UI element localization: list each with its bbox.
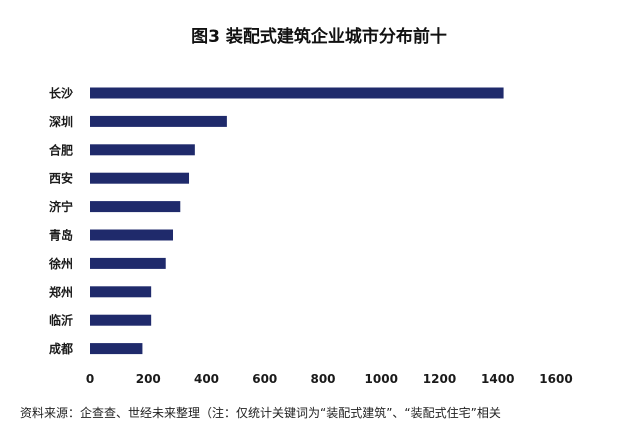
bar-4 — [90, 201, 181, 213]
category-label: 成都 — [49, 341, 73, 356]
bars-layer — [90, 87, 504, 355]
bar-1 — [90, 115, 227, 127]
category-label: 临沂 — [49, 313, 73, 328]
bar-6 — [90, 257, 166, 269]
x-tick-label: 600 — [252, 372, 277, 386]
x-tick-label: 1600 — [539, 372, 572, 386]
x-tick-label: 1400 — [481, 372, 514, 386]
category-label: 长沙 — [49, 86, 73, 101]
bar-7 — [90, 286, 152, 298]
x-tick-label: 1000 — [365, 372, 398, 386]
category-label: 徐州 — [48, 256, 73, 271]
chart-title: 图3 装配式建筑企业城市分布前十 — [191, 27, 447, 47]
category-label: 合肥 — [49, 142, 73, 157]
bar-0 — [90, 87, 504, 99]
category-label: 济宁 — [49, 199, 73, 214]
category-label: 郑州 — [49, 284, 73, 299]
category-label: 深圳 — [49, 114, 73, 129]
bar-3 — [90, 172, 190, 184]
x-tick-label: 800 — [310, 372, 335, 386]
category-label: 青岛 — [49, 228, 73, 243]
source-note: 资料来源：企查查、世经未来整理（注：仅统计关键词为“装配式建筑”、“装配式住宅”… — [20, 406, 501, 420]
category-label: 西安 — [49, 171, 73, 186]
bar-2 — [90, 144, 195, 156]
x-tick-label: 0 — [86, 372, 94, 386]
x-tick-labels: 0 200 400 600 800 1000 1200 1400 1600 — [86, 372, 573, 386]
bar-8 — [90, 314, 152, 326]
bar-5 — [90, 229, 174, 241]
x-tick-label: 400 — [194, 372, 219, 386]
x-tick-label: 200 — [136, 372, 161, 386]
x-tick-label: 1200 — [423, 372, 456, 386]
bar-9 — [90, 343, 143, 355]
